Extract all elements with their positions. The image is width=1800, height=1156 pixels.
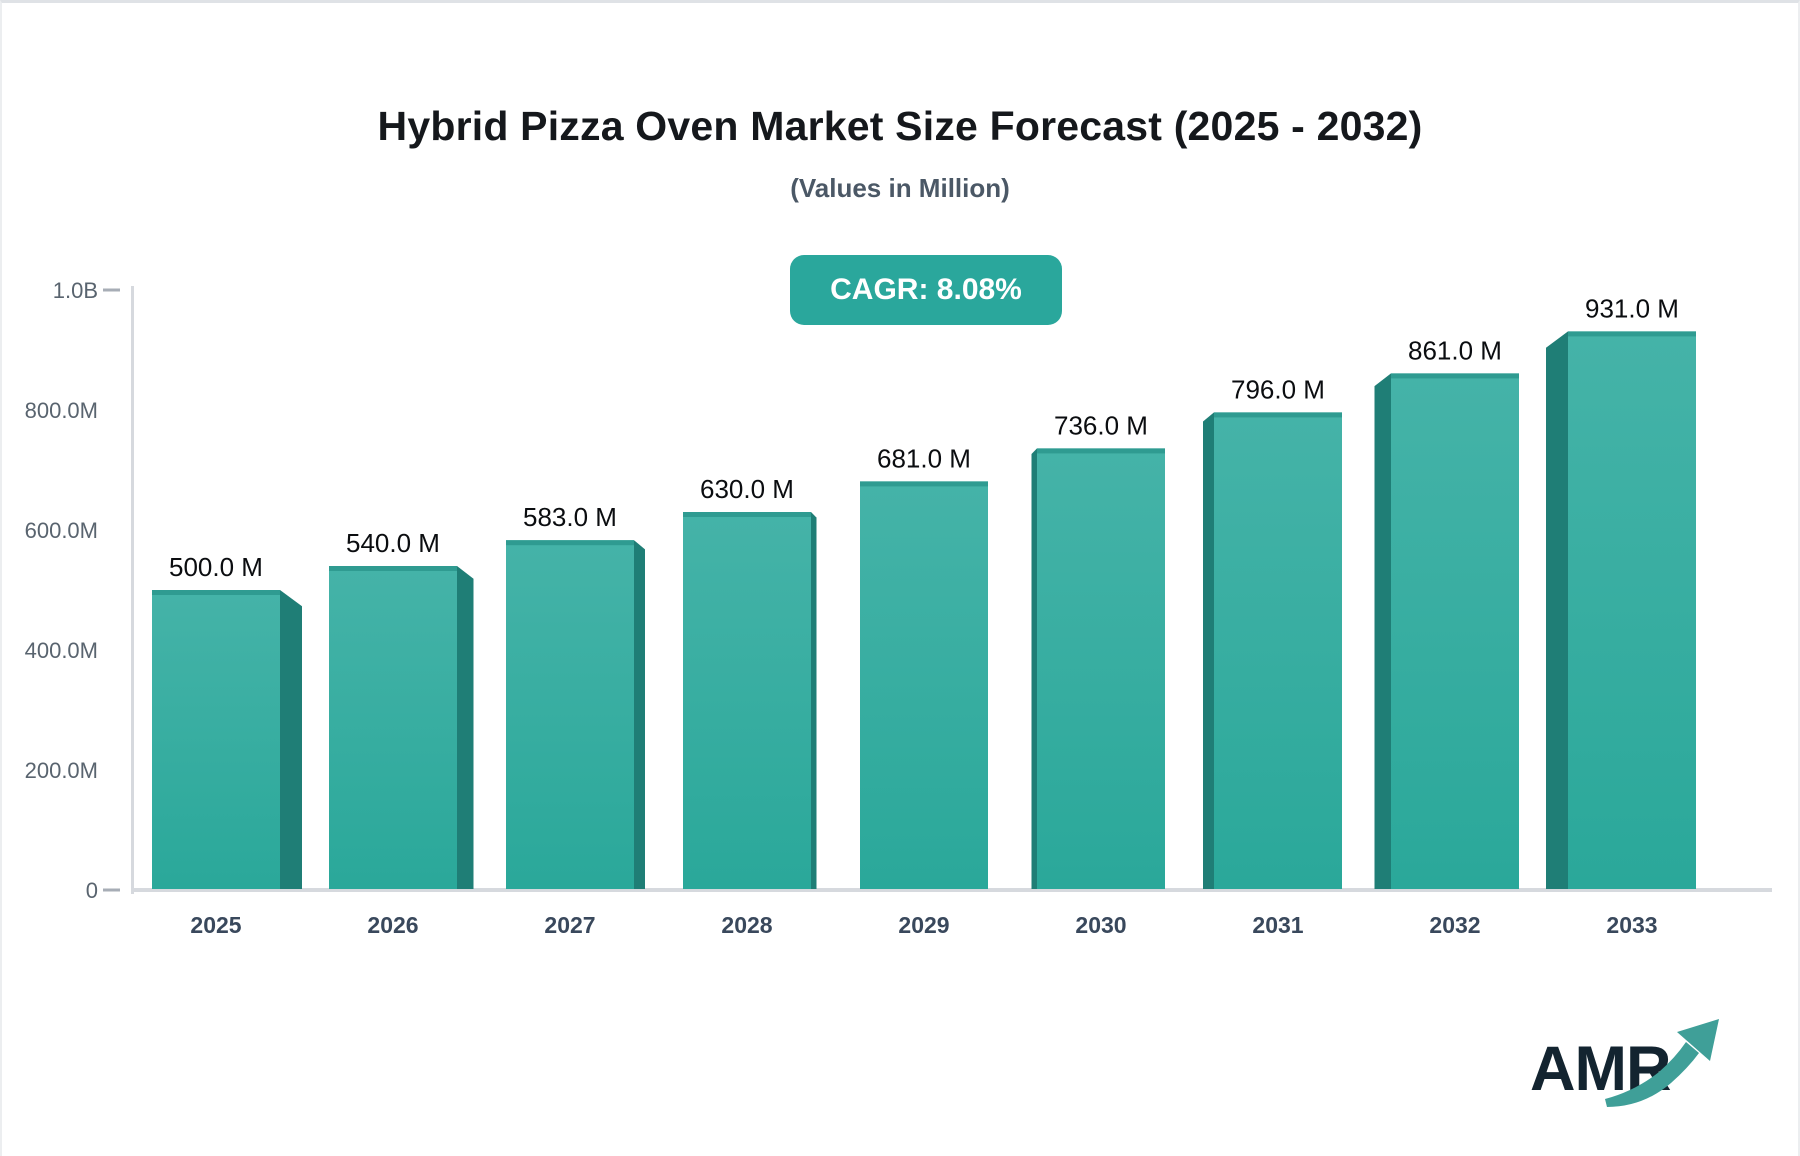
- x-axis-category-label: 2028: [721, 912, 772, 938]
- x-axis-category-label: 2031: [1252, 912, 1303, 938]
- y-axis-tick-label: 400.0M: [25, 638, 98, 663]
- bar-top-edge: [1391, 373, 1519, 379]
- bar-2029[interactable]: [860, 481, 988, 889]
- bar-side-face: [280, 590, 302, 889]
- cagr-badge-label: CAGR: 8.08%: [830, 273, 1022, 306]
- axis-layer: [103, 286, 1772, 894]
- bar-side-face: [1374, 373, 1391, 889]
- bar-front-face: [152, 590, 280, 889]
- bar-value-label: 500.0 M: [169, 552, 263, 582]
- bar-2025[interactable]: [152, 590, 302, 889]
- bar-side-face: [457, 566, 474, 889]
- bar-2031[interactable]: [1203, 412, 1342, 889]
- bar-2027[interactable]: [506, 540, 645, 889]
- bar-value-label: 540.0 M: [346, 528, 440, 558]
- bar-top-edge: [1214, 412, 1342, 418]
- x-axis-category-label: 2033: [1606, 912, 1657, 938]
- bar-2026[interactable]: [329, 566, 474, 889]
- bar-value-label: 796.0 M: [1231, 374, 1325, 404]
- y-axis-tick: [103, 888, 120, 892]
- bar-side-face: [634, 540, 645, 889]
- bar-value-label: 630.0 M: [700, 474, 794, 504]
- bar-value-label: 931.0 M: [1585, 293, 1679, 323]
- bar-front-face: [506, 540, 634, 889]
- bar-front-face: [329, 566, 457, 889]
- bar-top-edge: [152, 590, 280, 595]
- labels-layer: 0 200.0M 400.0M 600.0M 800.0M 1.0B 500.0 M 2025…: [25, 278, 1679, 938]
- amr-logo-arrow-icon: [1605, 1019, 1719, 1107]
- bar-top-edge: [683, 512, 811, 517]
- bar-2028[interactable]: [683, 512, 817, 889]
- bar-front-face: [1214, 412, 1342, 889]
- y-axis-tick: [103, 288, 120, 292]
- bar-2033[interactable]: [1546, 331, 1696, 889]
- bar-top-edge: [329, 566, 457, 571]
- bar-value-label: 583.0 M: [523, 502, 617, 532]
- x-axis-category-label: 2026: [367, 912, 418, 938]
- y-axis-tick-label: 0: [86, 878, 98, 903]
- cagr-badge: CAGR: 8.08%: [790, 255, 1062, 325]
- x-axis-category-label: 2025: [190, 912, 241, 938]
- bar-top-edge: [1568, 331, 1696, 337]
- bar-top-edge: [506, 540, 634, 546]
- x-axis-category-label: 2032: [1429, 912, 1480, 938]
- bar-side-face: [1203, 412, 1214, 889]
- chart-title: Hybrid Pizza Oven Market Size Forecast (…: [377, 103, 1423, 149]
- bar-2032[interactable]: [1374, 373, 1520, 889]
- bar-value-label: 681.0 M: [877, 443, 971, 473]
- x-axis-line: [131, 888, 1772, 892]
- y-axis-tick-label: 200.0M: [25, 758, 98, 783]
- y-axis-tick-label: 1.0B: [53, 278, 98, 303]
- y-axis-line: [131, 286, 134, 894]
- bar-value-label: 736.0 M: [1054, 410, 1148, 440]
- bar-side-face: [1546, 331, 1568, 889]
- bars-layer: [152, 331, 1696, 889]
- bar-side-face: [1031, 448, 1037, 889]
- x-axis-category-label: 2027: [544, 912, 595, 938]
- bar-chart-plot: 0 200.0M 400.0M 600.0M 800.0M 1.0B 500.0 M 2025…: [25, 278, 1772, 938]
- bar-side-face: [811, 512, 817, 889]
- bar-front-face: [860, 481, 988, 889]
- bar-front-face: [683, 512, 811, 889]
- bar-2030[interactable]: [1031, 448, 1166, 889]
- y-axis-tick-label: 800.0M: [25, 398, 98, 423]
- x-axis-category-label: 2029: [898, 912, 949, 938]
- bar-top-edge: [1037, 448, 1165, 454]
- y-axis-tick-label: 600.0M: [25, 518, 98, 543]
- chart-subtitle: (Values in Million): [790, 173, 1010, 203]
- bar-front-face: [1037, 448, 1165, 889]
- bar-top-edge: [860, 481, 988, 487]
- bar-front-face: [1391, 373, 1519, 889]
- x-axis-category-label: 2030: [1075, 912, 1126, 938]
- bar-front-face: [1568, 331, 1696, 889]
- bar-value-label: 861.0 M: [1408, 335, 1502, 365]
